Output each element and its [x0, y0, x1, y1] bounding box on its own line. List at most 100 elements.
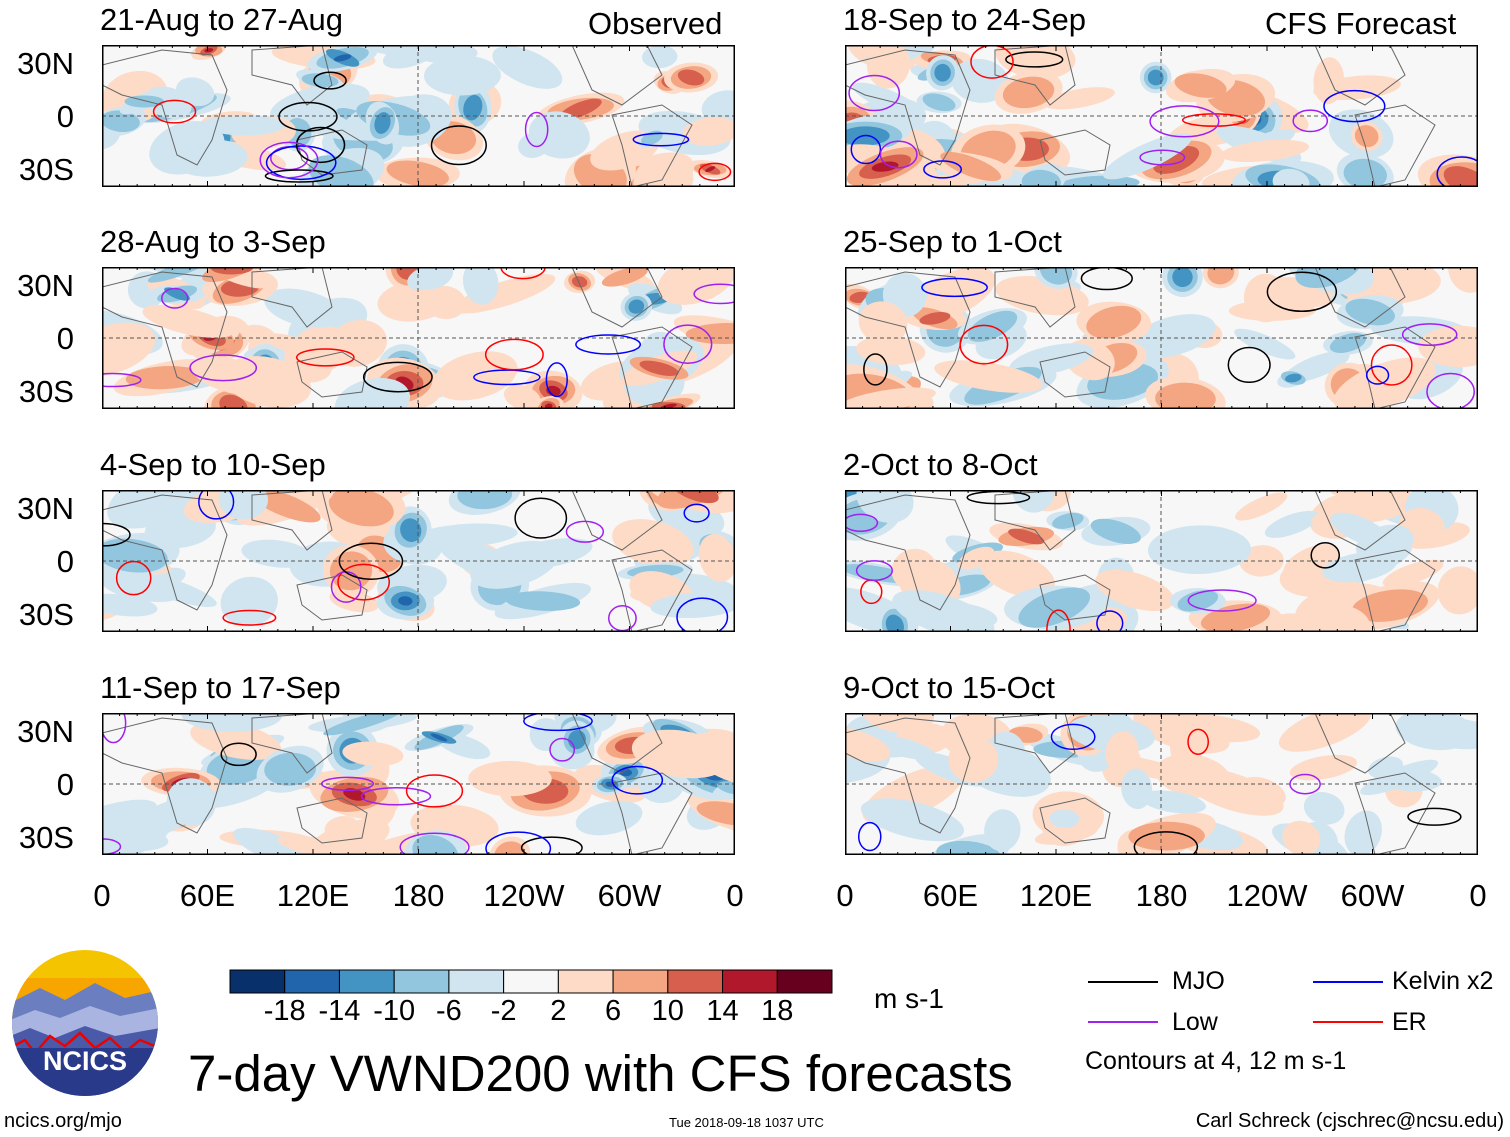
coastline	[845, 49, 971, 166]
map-panel	[845, 267, 1478, 409]
wind-anomaly-blob	[1437, 566, 1478, 615]
legend-er-label: ER	[1392, 1008, 1427, 1036]
x-tick-label: 0	[836, 878, 854, 913]
wind-anomaly-blob	[641, 45, 678, 69]
contour-line	[1370, 344, 1413, 386]
contour-line	[1436, 156, 1478, 187]
wind-anomaly-blob	[1174, 73, 1227, 98]
wind-anomaly-blob	[1147, 525, 1251, 575]
wind-anomaly-blob	[1416, 718, 1478, 750]
coastline	[1354, 326, 1436, 409]
contour-line	[102, 372, 142, 388]
x-tick-label: 180	[392, 878, 445, 913]
contour-line	[1046, 609, 1071, 632]
coastline	[1354, 549, 1436, 632]
contour-line	[1407, 807, 1462, 826]
wind-anomaly-blob	[1059, 175, 1140, 187]
coastline	[1354, 772, 1436, 855]
wind-anomaly-blob	[400, 518, 422, 542]
contour-line	[362, 361, 433, 393]
contour-line	[523, 713, 593, 732]
logo-text: NCICS	[43, 1046, 127, 1076]
wind-anomaly-blob	[233, 827, 318, 855]
coastline	[994, 45, 1076, 106]
coastline	[571, 267, 663, 328]
wind-anomaly-blob	[1155, 382, 1216, 409]
wind-anomaly-blob	[951, 58, 1009, 103]
wind-anomaly-blob	[1130, 314, 1216, 359]
y-tick-label: 0	[56, 767, 74, 802]
wind-anomaly-blob	[423, 55, 501, 96]
footer-url[interactable]: ncics.org/mjo	[4, 1110, 122, 1132]
wind-anomaly-blob	[329, 589, 379, 613]
footer-author: Carl Schreck (cjschrec@ncsu.edu)	[1195, 1110, 1504, 1132]
colorbar-tick-label: 2	[550, 995, 567, 1027]
wind-anomaly-blob	[856, 490, 914, 523]
wind-anomaly-blob	[470, 540, 559, 589]
wind-anomaly-blob	[334, 377, 411, 409]
wind-anomaly-blob	[1303, 792, 1345, 825]
wind-anomaly-blob	[220, 576, 278, 627]
wind-anomaly-blob	[860, 798, 965, 842]
contour-line	[1323, 89, 1386, 123]
wind-anomaly-blob	[430, 733, 448, 742]
legend-er-line	[1313, 1021, 1383, 1023]
wind-anomaly-blob	[412, 834, 459, 855]
legend-mjo-line	[1088, 981, 1158, 983]
wind-anomaly-blob	[1168, 714, 1261, 743]
wind-anomaly-blob	[1147, 69, 1164, 86]
y-tick-label: 0	[56, 544, 74, 579]
wind-anomaly-blob	[650, 592, 735, 619]
contour-line	[222, 609, 277, 626]
wind-anomaly-blob	[1140, 790, 1206, 814]
contour-line	[1310, 541, 1341, 569]
wind-anomaly-blob	[191, 356, 273, 396]
wind-anomaly-blob	[323, 713, 402, 736]
wind-anomaly-blob	[866, 45, 911, 89]
contour-line	[161, 287, 189, 309]
coastline	[611, 104, 693, 187]
x-tick-label: 120W	[1226, 878, 1308, 913]
wind-anomaly-blob	[639, 768, 684, 804]
contour-line	[1187, 728, 1210, 756]
contour-line	[1426, 372, 1475, 409]
wind-anomaly-blob	[1012, 490, 1055, 513]
wind-anomaly-blob	[462, 267, 499, 305]
wind-anomaly-blob	[1418, 325, 1478, 368]
coastline	[611, 549, 693, 632]
coastline	[296, 574, 368, 621]
coastline	[845, 717, 971, 834]
colorbar	[229, 969, 833, 994]
wind-anomaly-blob	[1345, 298, 1395, 326]
contour-line	[632, 132, 690, 147]
wind-anomaly-blob	[1234, 328, 1296, 360]
panel-title: 9-Oct to 15-Oct	[843, 670, 1055, 705]
footer-timestamp: Tue 2018-09-18 1037 UTC	[669, 1115, 824, 1130]
contour-line	[220, 742, 257, 767]
wind-anomaly-blob	[984, 809, 1021, 852]
contour-line	[683, 503, 710, 523]
wind-anomaly-blob	[147, 267, 214, 283]
contour-line	[863, 353, 888, 386]
contour-line	[845, 513, 879, 533]
y-tick-label: 30N	[17, 491, 74, 526]
colorbar-box	[448, 969, 505, 994]
contour-line	[1365, 365, 1390, 385]
colorbar-box	[338, 969, 395, 994]
contour-line	[959, 324, 1009, 365]
colorbar-tick-label: -2	[490, 995, 517, 1027]
contour-line	[259, 141, 319, 179]
colorbar-box	[612, 969, 669, 994]
wind-anomaly-blob	[628, 299, 645, 314]
x-tick-label: 60E	[922, 878, 979, 913]
wind-anomaly-blob	[612, 519, 694, 567]
coastline	[251, 267, 333, 328]
wind-anomaly-blob	[631, 729, 730, 779]
panel-title: 4-Sep to 10-Sep	[100, 447, 326, 482]
coastline	[102, 271, 228, 388]
coastline	[1039, 574, 1111, 621]
column-label: Observed	[588, 6, 723, 41]
wind-anomaly-blob	[1367, 756, 1404, 779]
wind-anomaly-blob	[1052, 512, 1084, 529]
legend-mjo-label: MJO	[1172, 967, 1225, 995]
